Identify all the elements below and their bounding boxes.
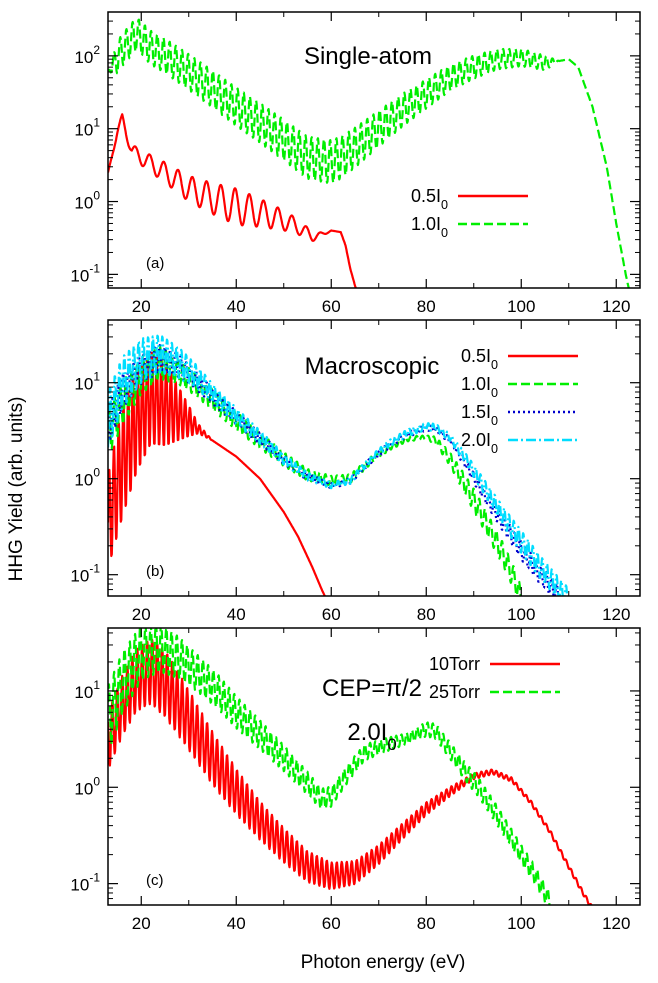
- series-line-20i0: [108, 334, 569, 596]
- x-tick-label: 100: [507, 914, 535, 933]
- y-tick-label: 10-1: [70, 871, 100, 895]
- legend-label: 25Torr: [429, 682, 480, 702]
- x-tick-label: 40: [227, 914, 246, 933]
- x-tick-label: 60: [322, 297, 341, 316]
- x-tick-label: 120: [602, 297, 630, 316]
- panel-a: 20 40 60 80 100 120 10-1 100 101 102 (a) Single-ato…: [70, 11, 641, 316]
- series-group: [108, 334, 569, 596]
- x-tick-label: 20: [132, 297, 151, 316]
- legend-label: 10Torr: [429, 654, 480, 674]
- panel-label: (b): [146, 563, 164, 580]
- plot-frame: [107, 627, 641, 906]
- y-tick-label: 101: [74, 678, 100, 702]
- legend-label: 1.0I0: [411, 214, 448, 240]
- panel-title: Macroscopic: [305, 353, 440, 380]
- x-tick-label: 100: [507, 605, 535, 624]
- series-group: [108, 628, 593, 905]
- panel-title: CEP=π/2: [322, 675, 422, 702]
- series-line-25torr: [108, 628, 551, 905]
- legend-label: 1.5I0: [461, 402, 498, 428]
- plot-frame: [107, 11, 641, 289]
- x-tick-label: 100: [507, 297, 535, 316]
- x-tick-label: 120: [602, 605, 630, 624]
- x-tick-label: 40: [227, 297, 246, 316]
- x-tick-label: 80: [417, 297, 436, 316]
- panel-title: Single-atom: [304, 43, 432, 70]
- x-tick-label: 60: [322, 914, 341, 933]
- legend-label: 0.5I0: [411, 186, 448, 212]
- series-line-10torr: [108, 638, 593, 905]
- y-tick-label: 100: [74, 774, 100, 798]
- y-tick-label: 101: [74, 116, 100, 140]
- plot-frame: [107, 319, 641, 597]
- y-tick-label: 101: [74, 370, 100, 394]
- y-tick-label: 10-1: [70, 562, 100, 586]
- series-line-10i0: [108, 18, 630, 288]
- panels-group: 20 40 60 80 100 120 10-1 100 101 102 (a) Single-ato…: [70, 11, 641, 933]
- x-tick-label: 20: [132, 605, 151, 624]
- legend-label: 1.0I0: [461, 374, 498, 400]
- y-axis-title: HHG Yield (arb. units): [6, 397, 27, 582]
- series-group: [108, 18, 630, 288]
- y-tick-label: 102: [74, 43, 100, 67]
- legend-label: 2.0I0: [461, 430, 498, 456]
- panel-label: (c): [146, 872, 164, 889]
- legend: 10Torr 25Torr: [429, 654, 560, 702]
- y-tick-label: 10-1: [70, 261, 100, 285]
- x-axis-title: Photon energy (eV): [301, 952, 466, 973]
- x-tick-label: 120: [602, 914, 630, 933]
- legend-label: 0.5I0: [461, 346, 498, 372]
- series-line-05i0: [108, 113, 357, 288]
- y-tick-label: 100: [74, 466, 100, 490]
- x-tick-label: 60: [322, 605, 341, 624]
- x-tick-label: 80: [417, 914, 436, 933]
- x-tick-label: 80: [417, 605, 436, 624]
- panel-b: 20 40 60 80 100 120 10-1 100 101 (b) Macroscopic 0.…: [70, 319, 641, 624]
- series-line-05i0: [108, 351, 327, 596]
- panel-label: (a): [146, 255, 164, 272]
- panel-c: 20 40 60 80 100 120 10-1 100 101 (c) CEP=π/2 2.0I0 1…: [70, 627, 641, 933]
- x-tick-label: 20: [132, 914, 151, 933]
- y-tick-label: 100: [74, 189, 100, 213]
- x-tick-label: 40: [227, 605, 246, 624]
- panel-subtitle: 2.0I0: [347, 719, 396, 754]
